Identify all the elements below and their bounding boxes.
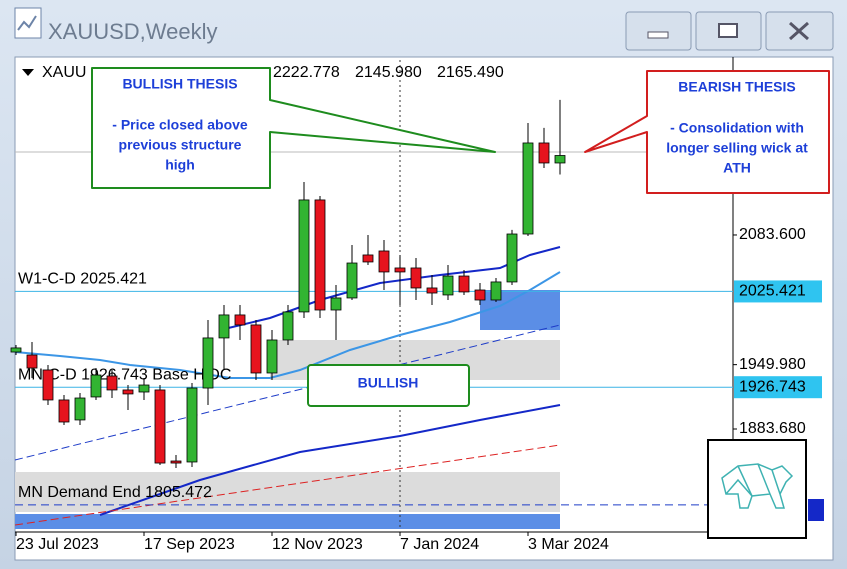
y-tick-label: 2083.600	[739, 226, 806, 243]
candle-body	[74, 397, 86, 421]
candle-body	[426, 287, 438, 294]
candle-body	[170, 460, 182, 464]
level-price-tag	[734, 376, 822, 399]
x-tick-label: 12 Nov 2023	[272, 536, 363, 553]
candle-body	[218, 314, 230, 339]
callout-text: - Price closed above	[112, 117, 248, 133]
candle-body	[394, 267, 406, 273]
window-icon-graph	[17, 15, 37, 31]
candle-body	[186, 387, 198, 463]
candle-body	[330, 297, 342, 311]
callout-title: BEARISH THESIS	[678, 79, 795, 95]
candle-body	[42, 369, 54, 401]
candle-body	[378, 250, 390, 273]
candle-body	[154, 389, 166, 464]
window-title: XAUUSD,Weekly	[48, 19, 218, 44]
minimize-icon	[647, 31, 669, 39]
x-tick-label: 17 Sep 2023	[144, 536, 235, 553]
candle-body	[490, 281, 502, 301]
close-icon	[789, 21, 809, 41]
moving-average	[99, 404, 561, 516]
candle-body	[234, 314, 246, 326]
candle-body	[442, 275, 454, 296]
candle-body	[410, 267, 422, 289]
level-name: W1-C-D 2025.421	[18, 271, 147, 288]
moving-average	[14, 444, 561, 526]
x-tick-label: 3 Mar 2024	[528, 536, 609, 553]
callout-text: longer selling wick at	[666, 140, 808, 156]
y-tick-label: 1883.680	[739, 420, 806, 437]
moving-average	[219, 246, 561, 331]
callout-text: high	[165, 157, 195, 173]
candle-body	[522, 142, 534, 235]
x-tick-label: 23 Jul 2023	[16, 536, 99, 553]
candle-body	[58, 399, 70, 423]
moving-average	[14, 324, 561, 461]
moving-average	[14, 271, 561, 379]
level-price-tag	[734, 280, 822, 303]
candle-body	[90, 374, 102, 398]
header-symbol: XAUU	[42, 64, 86, 81]
demand-zone	[15, 514, 560, 529]
bear-logo	[721, 463, 794, 509]
candle-body	[506, 233, 518, 283]
callout-bearish-thesis	[584, 70, 830, 194]
callout-title: BULLISH	[358, 375, 419, 391]
callout-text: - Consolidation with	[670, 120, 804, 136]
candle-body	[458, 275, 470, 293]
minimize-button[interactable]	[625, 11, 692, 51]
candle-body	[554, 155, 566, 164]
callout-title: BULLISH THESIS	[122, 76, 237, 92]
candle-body	[362, 254, 374, 263]
candle-body	[106, 375, 118, 391]
window-icon	[14, 7, 42, 39]
level-price-label: 1926.743	[739, 378, 806, 395]
header-arrow	[22, 69, 34, 76]
price-tag	[808, 499, 824, 521]
header-value: 2145.980	[355, 64, 422, 81]
header-value: 2222.778	[273, 64, 340, 81]
level-name: MN Demand End 1805.472	[18, 484, 212, 501]
candle-body	[538, 142, 550, 164]
demand-zone	[15, 472, 560, 512]
candle-body	[122, 389, 134, 395]
candle-body	[10, 347, 22, 353]
candle-body	[266, 339, 278, 374]
callout-bullish	[307, 364, 470, 407]
candle-body	[314, 199, 326, 311]
candle-body	[250, 324, 262, 374]
plot: W1-C-D 2025.421 2025.421 MN-C-D 1926.743 B…	[10, 99, 822, 553]
candle-body	[298, 199, 310, 313]
moving-averages	[14, 246, 561, 526]
level-price-label: 2025.421	[739, 283, 806, 300]
y-tick-label: 1949.980	[739, 356, 806, 373]
header-value: 2165.490	[437, 64, 504, 81]
restore-icon	[718, 23, 738, 38]
candle-body	[138, 384, 150, 393]
x-tick-label: 7 Jan 2024	[400, 536, 479, 553]
candle-body	[474, 289, 486, 301]
callout-text: previous structure	[119, 137, 242, 153]
candle-body	[26, 354, 38, 369]
callout-bullish-thesis	[91, 67, 496, 189]
level-name: MN-C-D 1926.743 Base HiDC	[18, 366, 231, 383]
logo-box	[707, 439, 807, 539]
candle-body	[202, 337, 214, 389]
callout-text: ATH	[723, 160, 751, 176]
candle-body	[282, 311, 294, 341]
candle-body	[346, 262, 358, 299]
